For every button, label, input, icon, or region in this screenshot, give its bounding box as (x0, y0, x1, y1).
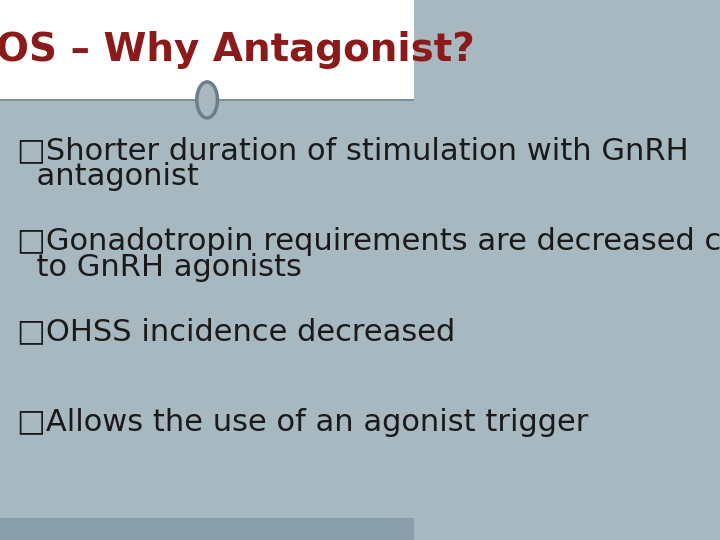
Text: □Allows the use of an agonist trigger: □Allows the use of an agonist trigger (17, 408, 589, 437)
Text: to GnRH agonists: to GnRH agonists (17, 253, 302, 282)
FancyBboxPatch shape (0, 518, 414, 540)
Circle shape (197, 82, 217, 118)
Text: □Gonadotropin requirements are decreased compared: □Gonadotropin requirements are decreased… (17, 227, 720, 255)
FancyBboxPatch shape (0, 0, 414, 100)
Text: PCOS – Why Antagonist?: PCOS – Why Antagonist? (0, 31, 475, 69)
Text: □OHSS incidence decreased: □OHSS incidence decreased (17, 318, 456, 346)
Text: antagonist: antagonist (17, 162, 199, 191)
Text: □Shorter duration of stimulation with GnRH: □Shorter duration of stimulation with Gn… (17, 136, 689, 165)
